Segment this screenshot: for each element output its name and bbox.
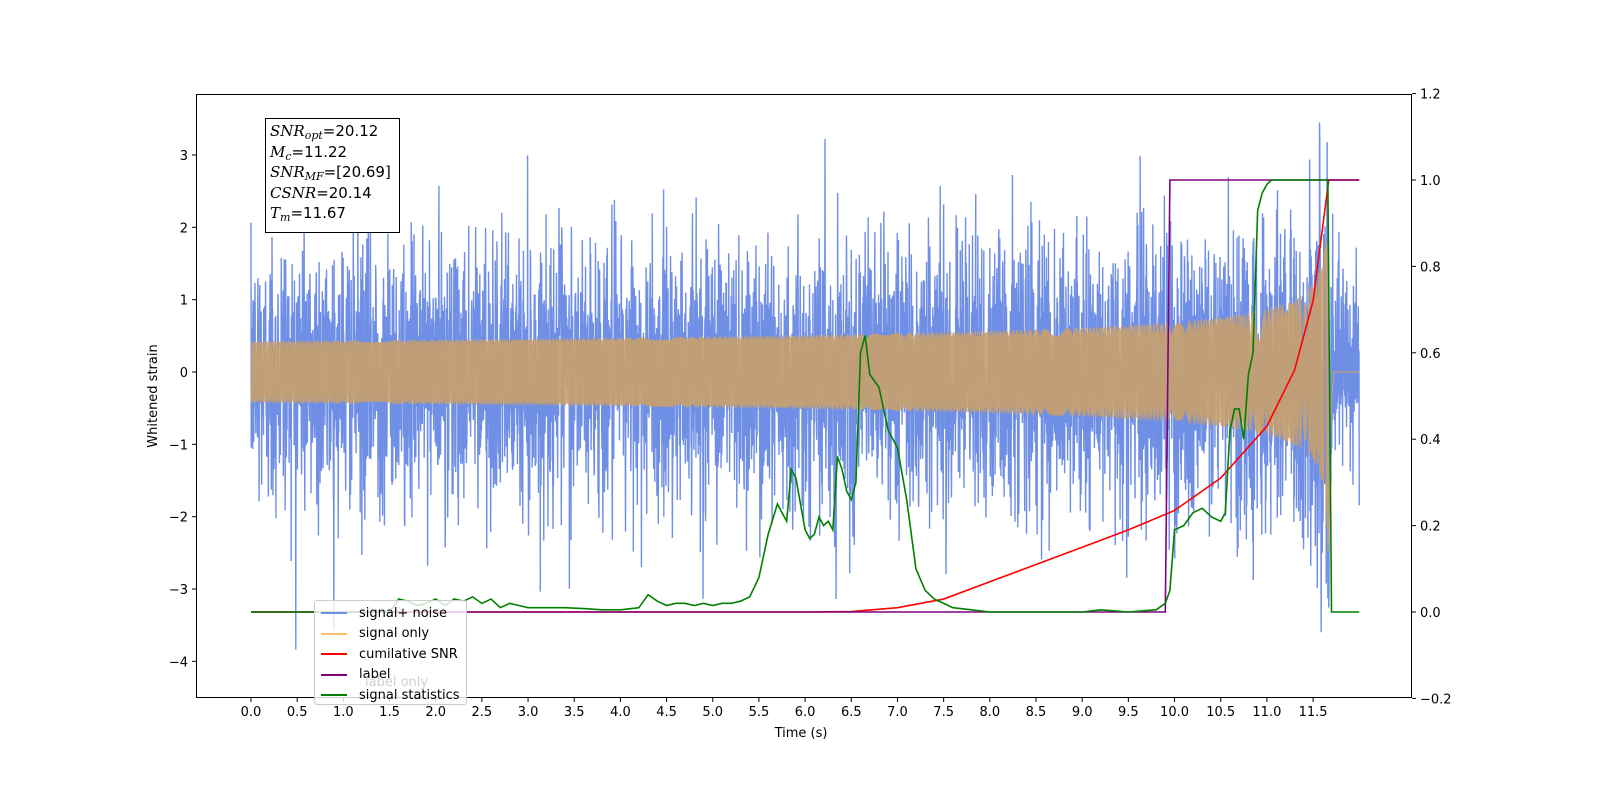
y-right-tick-label: 0.8 bbox=[1420, 260, 1441, 275]
y-axis-right: 1.2 1.0 0.8 0.6 0.4 0.2 0.0 −0.2 bbox=[1412, 88, 1452, 707]
csnr-line: CSNR=20.14 bbox=[270, 183, 372, 202]
legend-item-label: label label only bbox=[321, 665, 466, 690]
x-tick-label: 4.5 bbox=[656, 705, 677, 720]
y-left-tick-label: −3 bbox=[169, 583, 188, 598]
x-tick-label: 0.5 bbox=[287, 705, 308, 720]
x-tick-label: 6.5 bbox=[841, 705, 862, 720]
y-axis-label: Whitened strain bbox=[146, 344, 161, 447]
y-right-tick-label: 0.6 bbox=[1420, 347, 1441, 362]
series-cumulative-snr bbox=[251, 179, 1360, 613]
legend-label: signal only bbox=[359, 626, 430, 642]
x-tick-label: 10.0 bbox=[1160, 705, 1189, 720]
x-axis-label: Time (s) bbox=[774, 726, 828, 741]
snr-opt-line: SNRopt=20.12 bbox=[270, 122, 379, 142]
legend-label: cumilative SNR bbox=[359, 646, 458, 662]
snr-mf-line: SNRMF=[20.69] bbox=[270, 163, 391, 183]
x-tick-label: 8.5 bbox=[1026, 705, 1047, 720]
y-right-tick-label: −0.2 bbox=[1420, 692, 1452, 707]
x-tick-label: 9.5 bbox=[1118, 705, 1139, 720]
y-axis-left: 3 2 1 0 −1 −2 −3 −4 bbox=[169, 149, 196, 670]
legend-label: signal+ noise bbox=[359, 605, 448, 621]
y-left-tick-label: −4 bbox=[169, 655, 188, 670]
x-tick-label: 1.0 bbox=[333, 705, 354, 720]
y-right-tick-label: 0.2 bbox=[1420, 520, 1441, 535]
x-tick-label: 3.5 bbox=[564, 705, 585, 720]
x-tick-label: 5.0 bbox=[702, 705, 723, 720]
legend-item-cumulative-snr: cumilative SNR bbox=[321, 644, 466, 665]
y-right-tick-label: 1.0 bbox=[1420, 174, 1441, 189]
tm-line: Tm=11.67 bbox=[270, 204, 346, 224]
x-tick-label: 8.0 bbox=[979, 705, 1000, 720]
legend-swatch bbox=[321, 632, 347, 635]
y-right-tick-label: 0.0 bbox=[1420, 606, 1441, 621]
y-left-tick-label: 0 bbox=[180, 366, 188, 381]
series-signal-noise bbox=[250, 122, 1360, 650]
series-signal-statistics bbox=[251, 179, 1360, 613]
series-signal-only bbox=[250, 239, 1360, 553]
x-tick-label: 5.5 bbox=[749, 705, 770, 720]
x-tick-label: 11.0 bbox=[1252, 705, 1281, 720]
snr-mf-value: =[20.69] bbox=[323, 163, 391, 181]
y-left-tick-label: −1 bbox=[169, 438, 188, 453]
stats-annotation: SNRopt=20.12 Mc=11.22 SNRMF=[20.69] CSNR… bbox=[265, 118, 400, 233]
x-tick-label: 7.0 bbox=[887, 705, 908, 720]
x-tick-label: 9.0 bbox=[1072, 705, 1093, 720]
series-layer bbox=[250, 122, 1360, 650]
y-right-tick-label: 0.4 bbox=[1420, 433, 1441, 448]
y-right-tick-label: 1.2 bbox=[1420, 88, 1441, 103]
x-tick-label: 11.5 bbox=[1299, 705, 1328, 720]
legend-swatch bbox=[321, 694, 347, 697]
x-axis: 0.0 0.5 1.0 1.5 2.0 2.5 3.0 3.5 4.0 4.5 5.0 5.5 6.0 6… bbox=[241, 698, 1328, 720]
legend-item-signal-statistics: signal statistics bbox=[321, 685, 466, 706]
mc-value: =11.22 bbox=[291, 142, 348, 161]
x-tick-label: 2.5 bbox=[472, 705, 493, 720]
y-left-tick-label: 1 bbox=[180, 294, 188, 309]
y-left-tick-label: 2 bbox=[180, 221, 188, 236]
x-tick-label: 0.0 bbox=[241, 705, 262, 720]
csnr-value: =20.14 bbox=[316, 183, 372, 202]
y-left-tick-label: 3 bbox=[180, 149, 188, 164]
snr-opt-value: =20.12 bbox=[322, 122, 379, 140]
series-label bbox=[251, 179, 1360, 613]
legend-swatch bbox=[321, 653, 347, 656]
legend-label: label bbox=[359, 667, 391, 683]
legend-item-signal-only: signal only bbox=[321, 624, 466, 645]
mc-line: Mc=11.22 bbox=[270, 142, 348, 163]
legend-label: signal statistics bbox=[359, 687, 460, 703]
tm-value: =11.67 bbox=[290, 204, 346, 222]
legend: signal+ noise signal only cumilative SNR… bbox=[314, 600, 467, 705]
plot-frame bbox=[196, 94, 1412, 698]
legend-swatch bbox=[321, 673, 347, 676]
x-tick-label: 1.5 bbox=[379, 705, 400, 720]
legend-item-signal-noise: signal+ noise bbox=[321, 603, 466, 624]
legend-label-overlap: label only bbox=[365, 674, 429, 690]
legend-swatch bbox=[321, 612, 347, 615]
x-tick-label: 6.0 bbox=[795, 705, 816, 720]
x-tick-label: 2.0 bbox=[425, 705, 446, 720]
x-tick-label: 3.0 bbox=[518, 705, 539, 720]
x-tick-label: 4.0 bbox=[610, 705, 631, 720]
x-tick-label: 7.5 bbox=[933, 705, 954, 720]
y-left-tick-label: −2 bbox=[169, 511, 188, 526]
x-tick-label: 10.5 bbox=[1206, 705, 1235, 720]
